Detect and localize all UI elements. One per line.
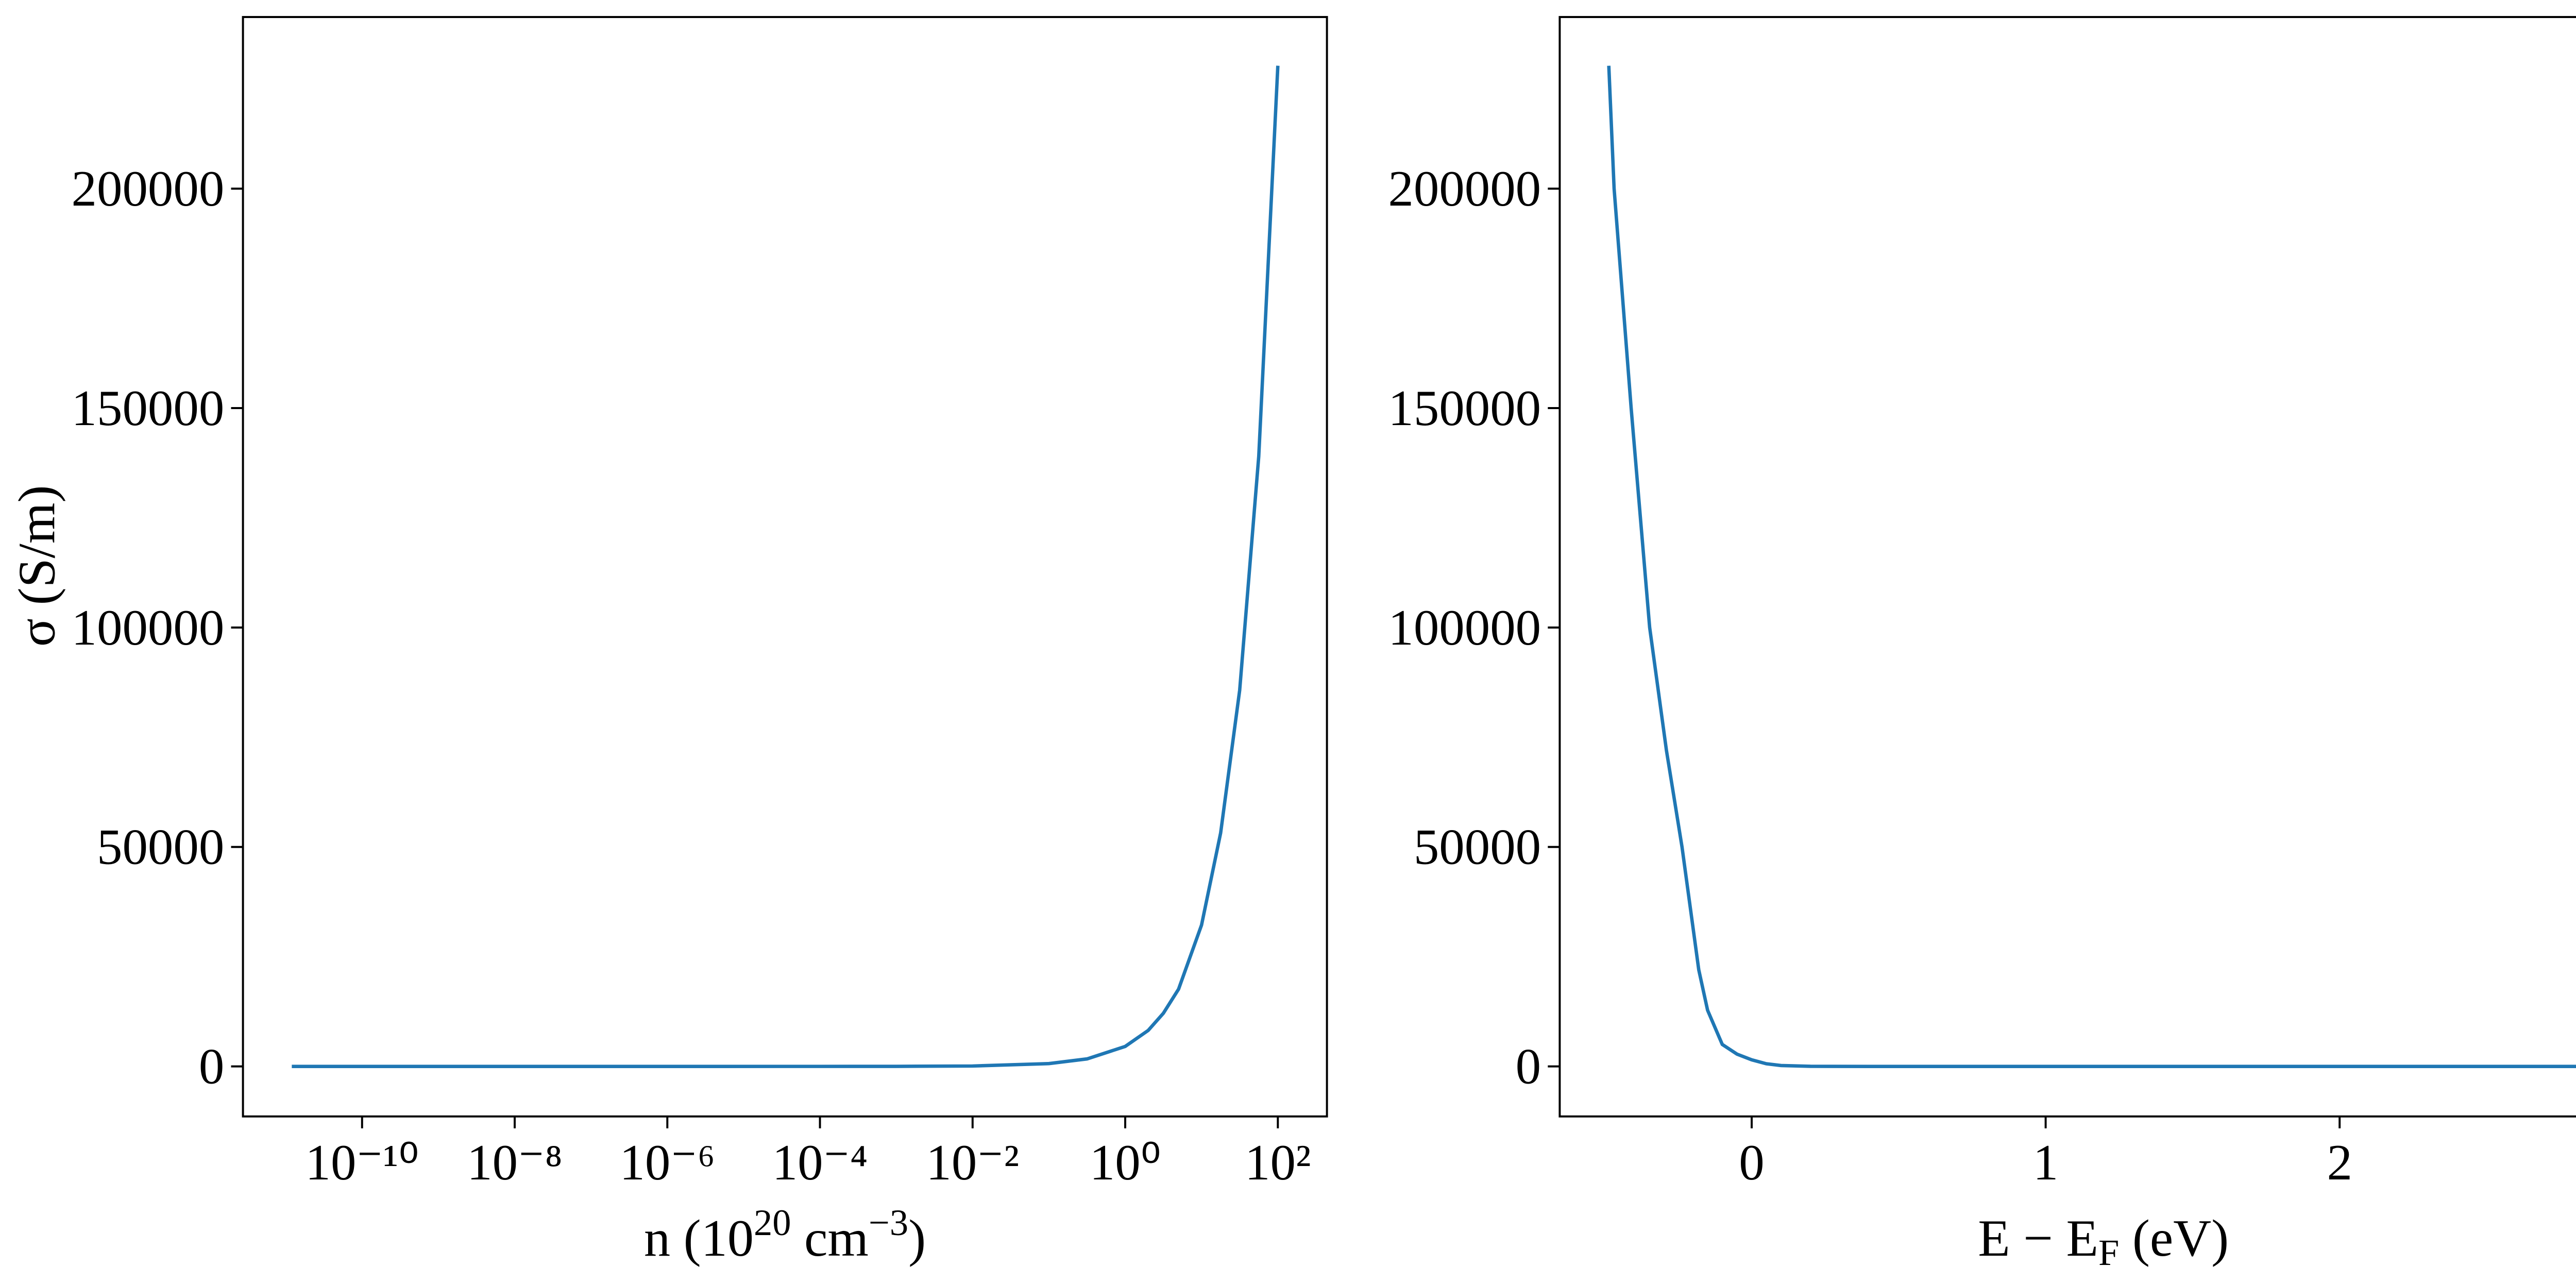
y-tick-label: 200000	[72, 161, 225, 217]
x-tick-label: 2	[2327, 1135, 2352, 1191]
x-tick-label: 10⁻²	[926, 1135, 1019, 1191]
x-axis-label: E − EF (eV)	[1978, 1209, 2229, 1273]
y-tick-label: 0	[1516, 1039, 1541, 1095]
x-axis-label-part: 20	[754, 1202, 791, 1243]
x-axis-label-part: F	[2098, 1231, 2119, 1273]
x-axis-label-part: cm	[791, 1209, 869, 1268]
x-axis-label-part: E − E	[1978, 1209, 2098, 1268]
y-tick-label: 200000	[1388, 161, 1541, 217]
plot-frame	[242, 16, 1328, 1118]
line-series	[1607, 65, 2576, 1068]
y-tick-label: 150000	[72, 380, 225, 436]
x-axis-label-part: −3	[869, 1202, 908, 1243]
x-axis-label-part: n (10	[644, 1209, 754, 1268]
y-tick-label: 50000	[97, 819, 224, 875]
x-tick-label: 10⁻¹⁰	[306, 1135, 419, 1191]
x-axis-label-part: )	[908, 1209, 926, 1268]
x-tick-label: 10⁻⁸	[467, 1135, 563, 1191]
x-tick-label: 10⁰	[1090, 1135, 1161, 1191]
x-tick-label: 10⁻⁴	[772, 1135, 868, 1191]
y-tick-label: 100000	[1388, 600, 1541, 656]
x-axis-label: n (1020 cm−3)	[644, 1202, 926, 1268]
x-tick-label: 10⁻⁶	[619, 1135, 715, 1191]
x-axis-label-part: (eV)	[2119, 1209, 2229, 1268]
plot-frame	[1558, 16, 2576, 1118]
x-tick-label: 1	[2033, 1135, 2058, 1191]
x-tick-label: 10²	[1245, 1135, 1311, 1191]
x-tick-label: 0	[1739, 1135, 1764, 1191]
y-tick-label: 150000	[1388, 380, 1541, 436]
y-tick-label: 100000	[72, 600, 225, 656]
y-tick-label: 50000	[1414, 819, 1541, 875]
y-axis-label: σ (S/m)	[8, 485, 66, 647]
y-tick-label: 0	[199, 1039, 224, 1095]
line-series	[292, 65, 1280, 1068]
